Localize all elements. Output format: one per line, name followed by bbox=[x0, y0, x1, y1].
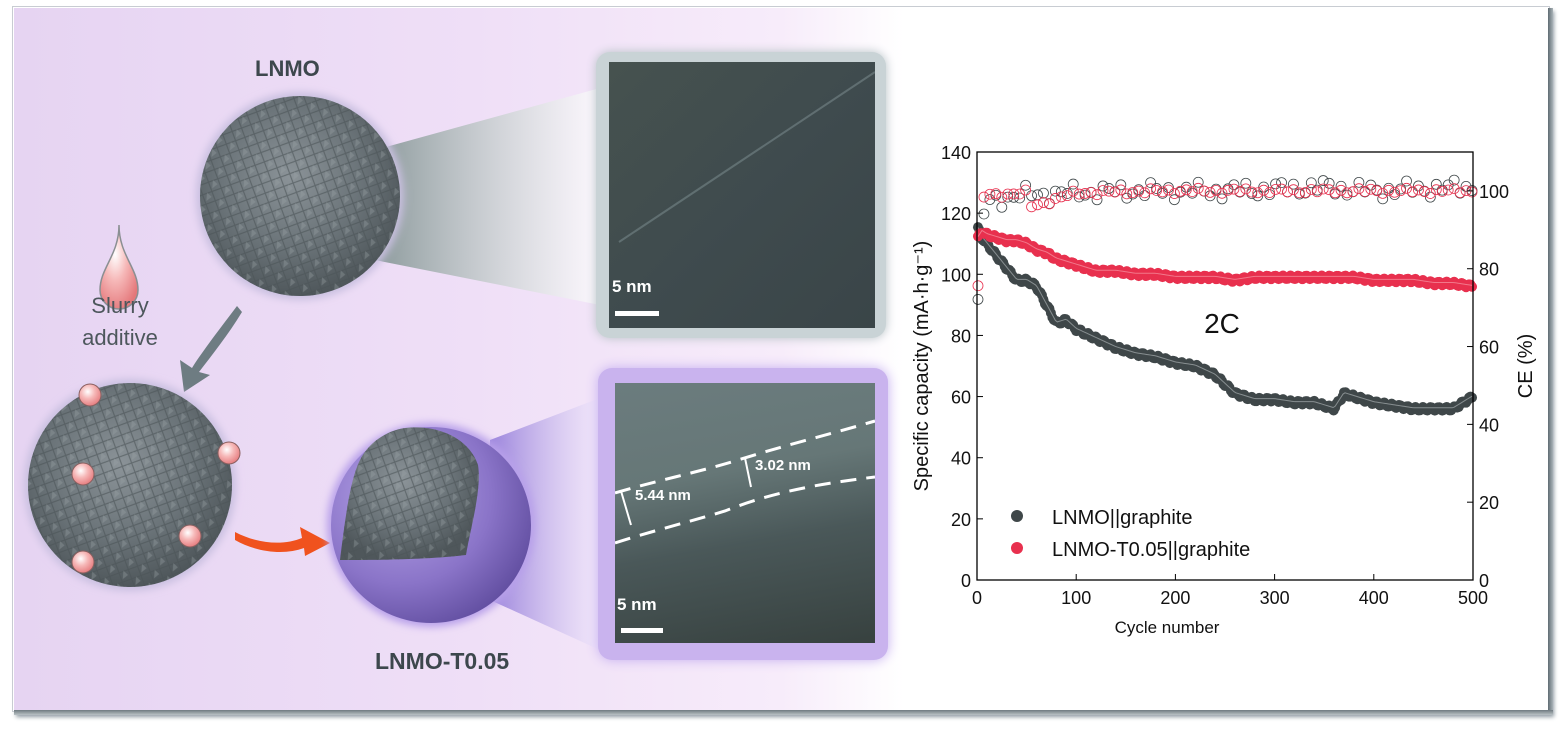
tem-image-lnmo: 5 nm bbox=[609, 62, 875, 328]
zoom-beam-top bbox=[375, 88, 600, 305]
arrow-orange-icon bbox=[235, 527, 330, 556]
series-3 bbox=[972, 182, 1478, 292]
rate-annotation: 2C bbox=[1204, 308, 1240, 339]
legend-marker-lnmo bbox=[1011, 510, 1023, 522]
arrow-gray-icon bbox=[180, 306, 242, 392]
scale-bar bbox=[615, 311, 659, 316]
x-tick-label: 0 bbox=[972, 588, 982, 608]
frame-shadow-bottom bbox=[14, 710, 1553, 715]
lnmo-label: LNMO bbox=[255, 56, 320, 81]
scale-label: 5 nm bbox=[617, 595, 657, 614]
y-axis-label: Specific capacity (mA·h·g⁻¹) bbox=[911, 241, 933, 492]
y-tick-label: 60 bbox=[951, 388, 971, 408]
scale-bar bbox=[621, 628, 663, 633]
x-tick-label: 500 bbox=[1458, 588, 1488, 608]
schematic-illustration bbox=[24, 88, 600, 650]
tem-image-lnmo-t005: 5.44 nm 3.02 nm 5 nm bbox=[615, 383, 875, 643]
y-tick-label: 120 bbox=[941, 204, 971, 224]
coating-thickness-label-1: 5.44 nm bbox=[635, 487, 691, 504]
y-tick-label: 20 bbox=[951, 510, 971, 530]
y-tick-label: 40 bbox=[951, 449, 971, 469]
x-tick-label: 300 bbox=[1260, 588, 1290, 608]
x-tick-label: 400 bbox=[1359, 588, 1389, 608]
y2-tick-label: 80 bbox=[1479, 260, 1499, 280]
y2-axis-label: CE (%) bbox=[1515, 334, 1537, 398]
zoom-beam-bottom bbox=[490, 398, 600, 650]
slurry-additive-label: Slurry additive bbox=[82, 293, 158, 350]
plot-area-border bbox=[976, 151, 1474, 581]
y2-tick-label: 20 bbox=[1479, 493, 1499, 513]
scale-label: 5 nm bbox=[612, 277, 652, 296]
legend: LNMO||graphite LNMO-T0.05||graphite bbox=[1011, 507, 1250, 561]
droplet-icon bbox=[99, 224, 139, 310]
legend-label-lnmo-t005: LNMO-T0.05||graphite bbox=[1052, 539, 1250, 561]
additive-droplets bbox=[71, 383, 241, 574]
x-axis-label: Cycle number bbox=[1115, 618, 1220, 637]
y-tick-label: 0 bbox=[961, 571, 971, 591]
legend-label-lnmo: LNMO||graphite bbox=[1052, 507, 1192, 529]
y2-tick-label: 40 bbox=[1479, 415, 1499, 435]
x-tick-label: 200 bbox=[1160, 588, 1190, 608]
y2-tick-label: 0 bbox=[1479, 571, 1489, 591]
y-tick-label: 140 bbox=[941, 143, 971, 163]
series-1 bbox=[972, 227, 1478, 293]
lnmo-t005-label: LNMO-T0.05 bbox=[375, 648, 510, 674]
y-tick-label: 80 bbox=[951, 326, 971, 346]
coating-thickness-label-2: 3.02 nm bbox=[755, 457, 811, 474]
y2-tick-label: 100 bbox=[1479, 182, 1509, 202]
x-tick-label: 100 bbox=[1061, 588, 1091, 608]
y-tick-label: 100 bbox=[941, 265, 971, 285]
legend-marker-lnmo-t005 bbox=[1011, 542, 1023, 554]
frame-shadow-right bbox=[1548, 8, 1553, 712]
y2-tick-label: 60 bbox=[1479, 338, 1499, 358]
